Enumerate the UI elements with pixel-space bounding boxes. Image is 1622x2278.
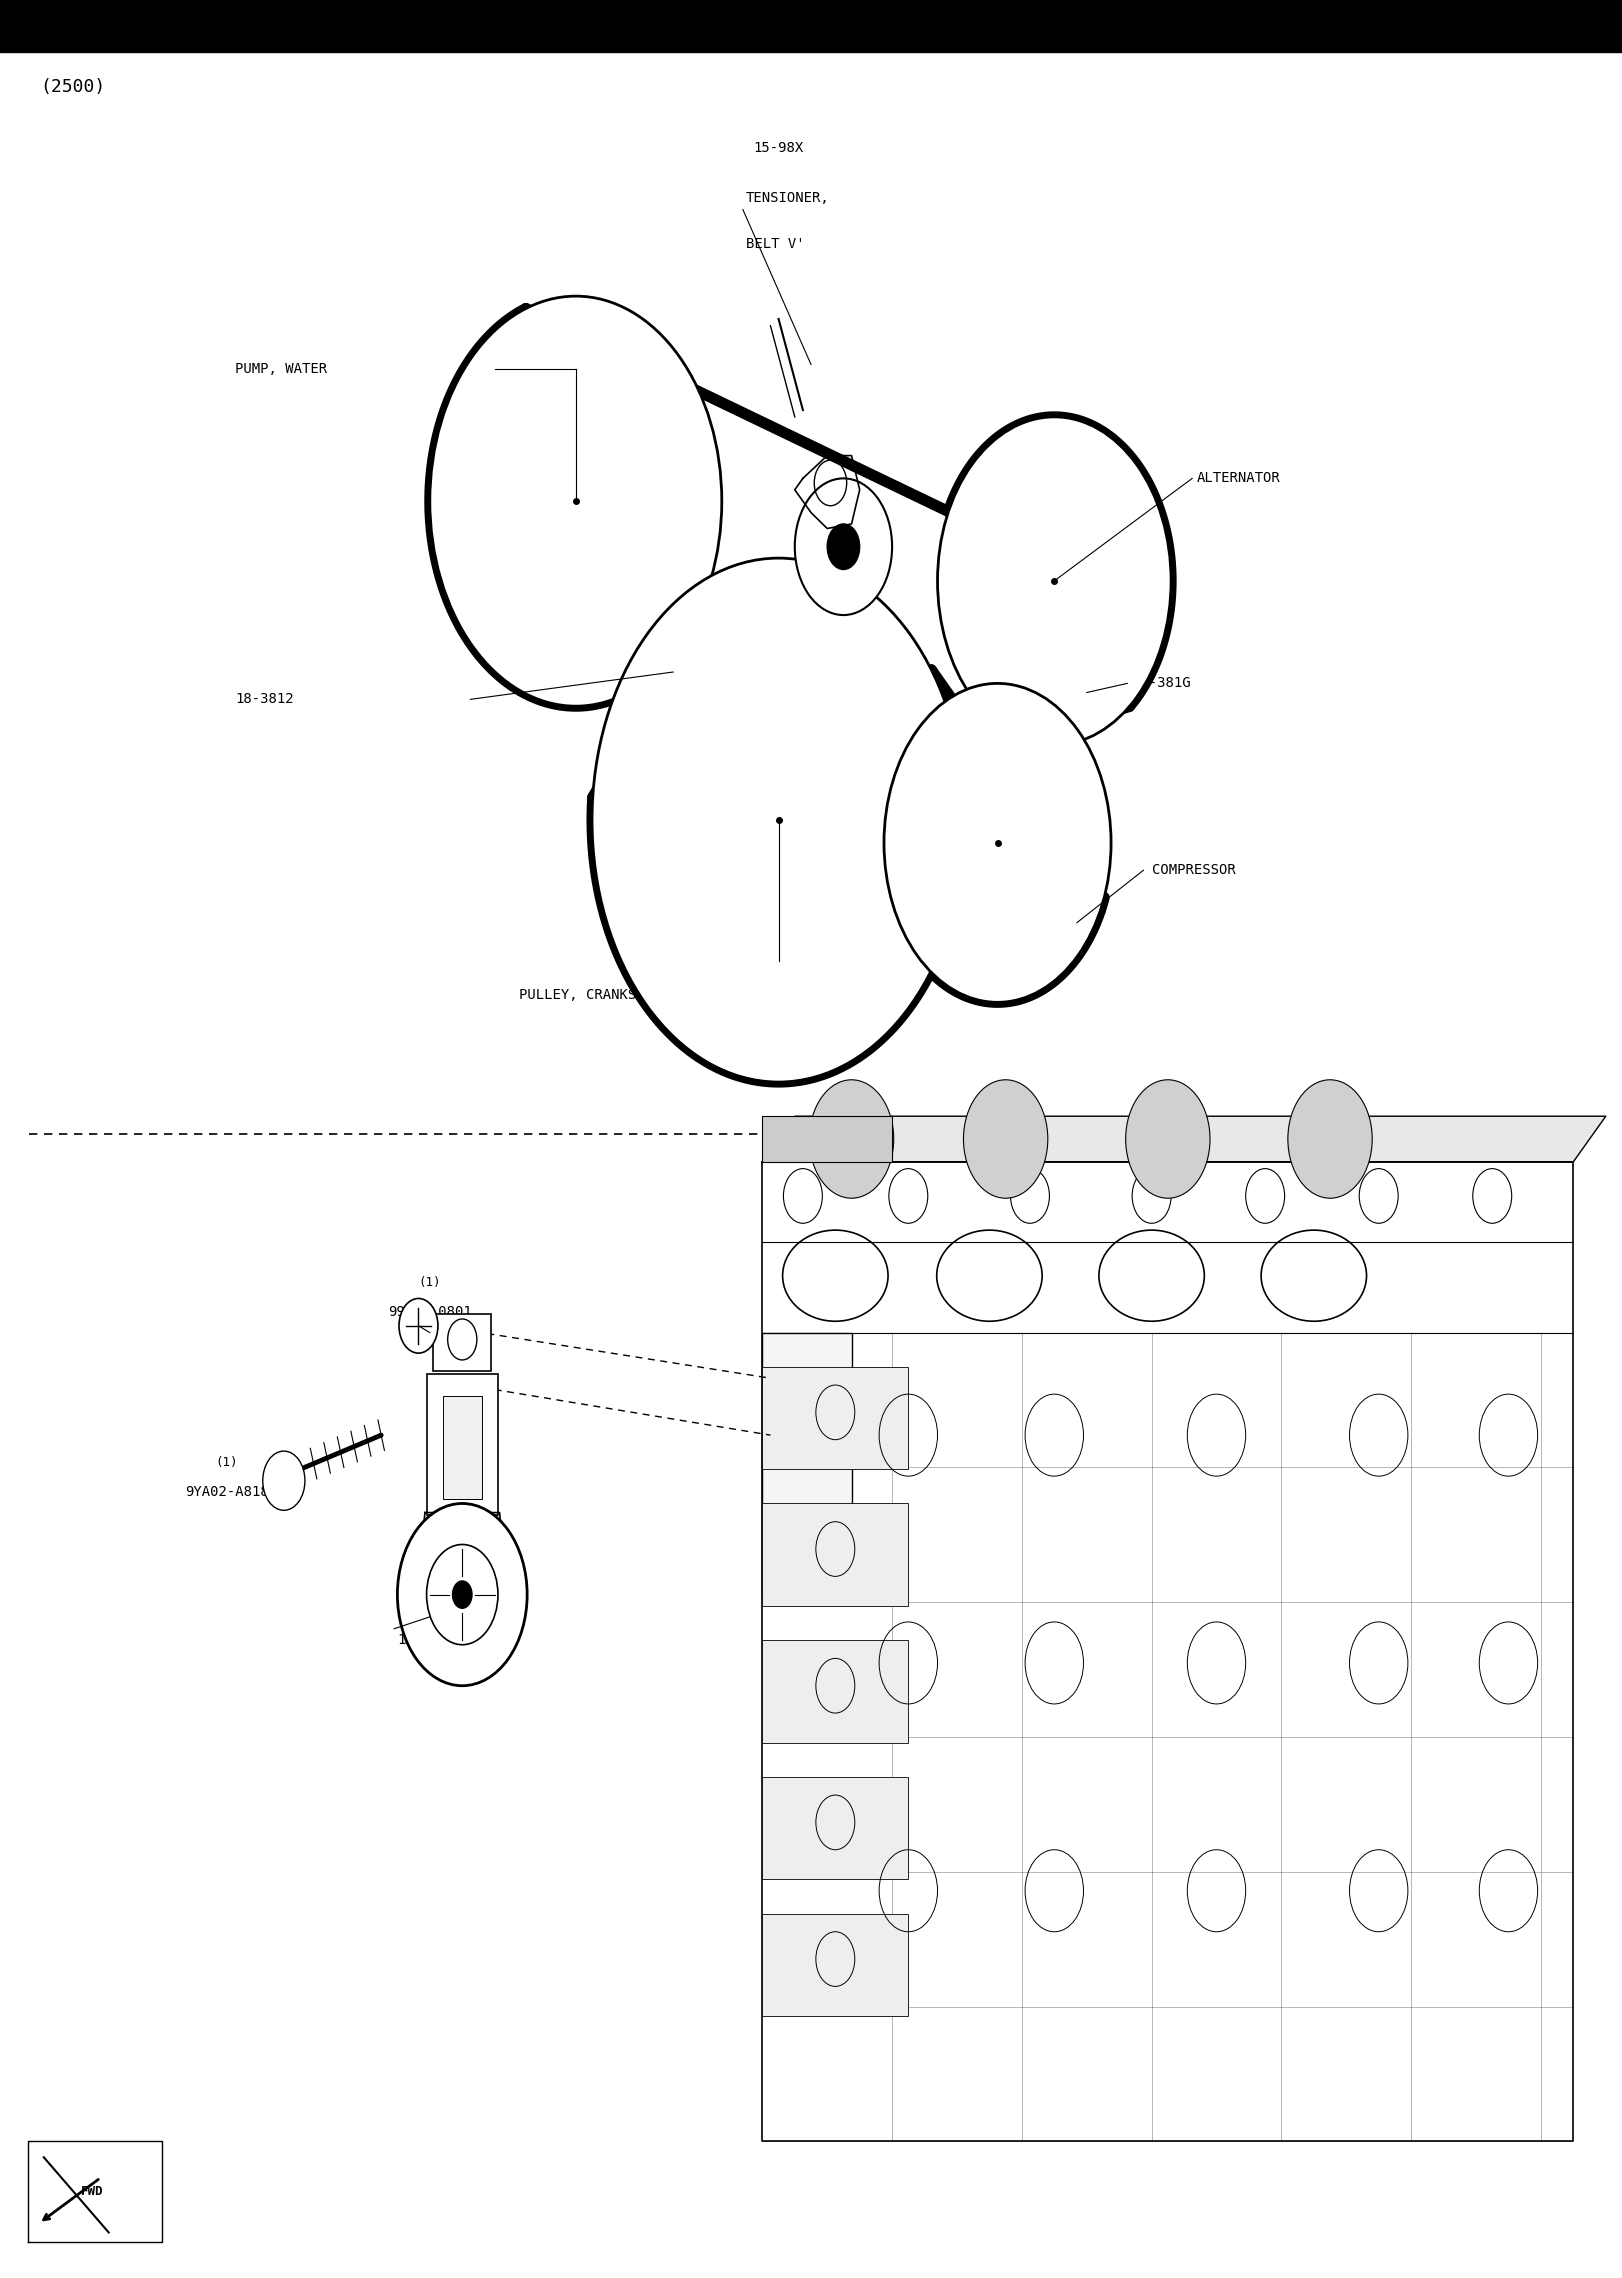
Circle shape [827,524,860,570]
Circle shape [1288,1080,1372,1198]
Bar [0,0,1622,52]
Bar [427,1374,498,1515]
Text: TENSIONER,: TENSIONER, [746,191,830,205]
Polygon shape [762,1162,1573,2141]
Text: ALTERNATOR: ALTERNATOR [1197,472,1281,485]
Polygon shape [422,1513,503,1544]
Circle shape [1246,1169,1285,1223]
Text: 9YA02-A818: 9YA02-A818 [185,1485,269,1499]
Circle shape [399,1298,438,1353]
Circle shape [795,478,892,615]
Bar [762,1367,908,1469]
Bar [762,1640,908,1743]
Circle shape [1132,1169,1171,1223]
Circle shape [938,417,1171,745]
Circle shape [397,1503,527,1686]
Circle shape [809,1080,894,1198]
Bar [443,1396,482,1499]
Circle shape [592,558,965,1082]
Text: 15-98X: 15-98X [754,141,803,155]
Circle shape [427,1544,498,1645]
Circle shape [453,1581,472,1608]
Text: 15-98X: 15-98X [397,1633,448,1647]
Bar [762,1777,908,1879]
Text: 18-381G: 18-381G [1132,677,1191,690]
Circle shape [889,1169,928,1223]
Text: (1): (1) [418,1276,441,1289]
Bar [762,1914,908,2016]
Circle shape [963,1080,1048,1198]
Bar [762,1333,852,1595]
Circle shape [1359,1169,1398,1223]
Text: (2500): (2500) [41,77,105,96]
Circle shape [884,683,1111,1002]
Circle shape [1126,1080,1210,1198]
Text: 18-3812: 18-3812 [235,693,294,706]
Text: 99940-0801: 99940-0801 [388,1305,472,1319]
Text: BELT V': BELT V' [746,237,805,251]
Text: COMPRESSOR: COMPRESSOR [1152,863,1236,877]
Circle shape [1473,1169,1512,1223]
Circle shape [1011,1169,1049,1223]
Bar [762,1503,908,1606]
Polygon shape [762,1116,1606,1162]
Bar [762,1116,892,1162]
Circle shape [783,1169,822,1223]
Text: (1): (1) [216,1456,238,1469]
Text: FWD: FWD [81,2185,104,2198]
Text: PULLEY, CRANKSHAFT: PULLEY, CRANKSHAFT [519,989,670,1002]
Bar [433,1314,491,1371]
Circle shape [263,1451,305,1510]
Text: PUMP, WATER: PUMP, WATER [235,362,328,376]
Circle shape [430,296,722,706]
